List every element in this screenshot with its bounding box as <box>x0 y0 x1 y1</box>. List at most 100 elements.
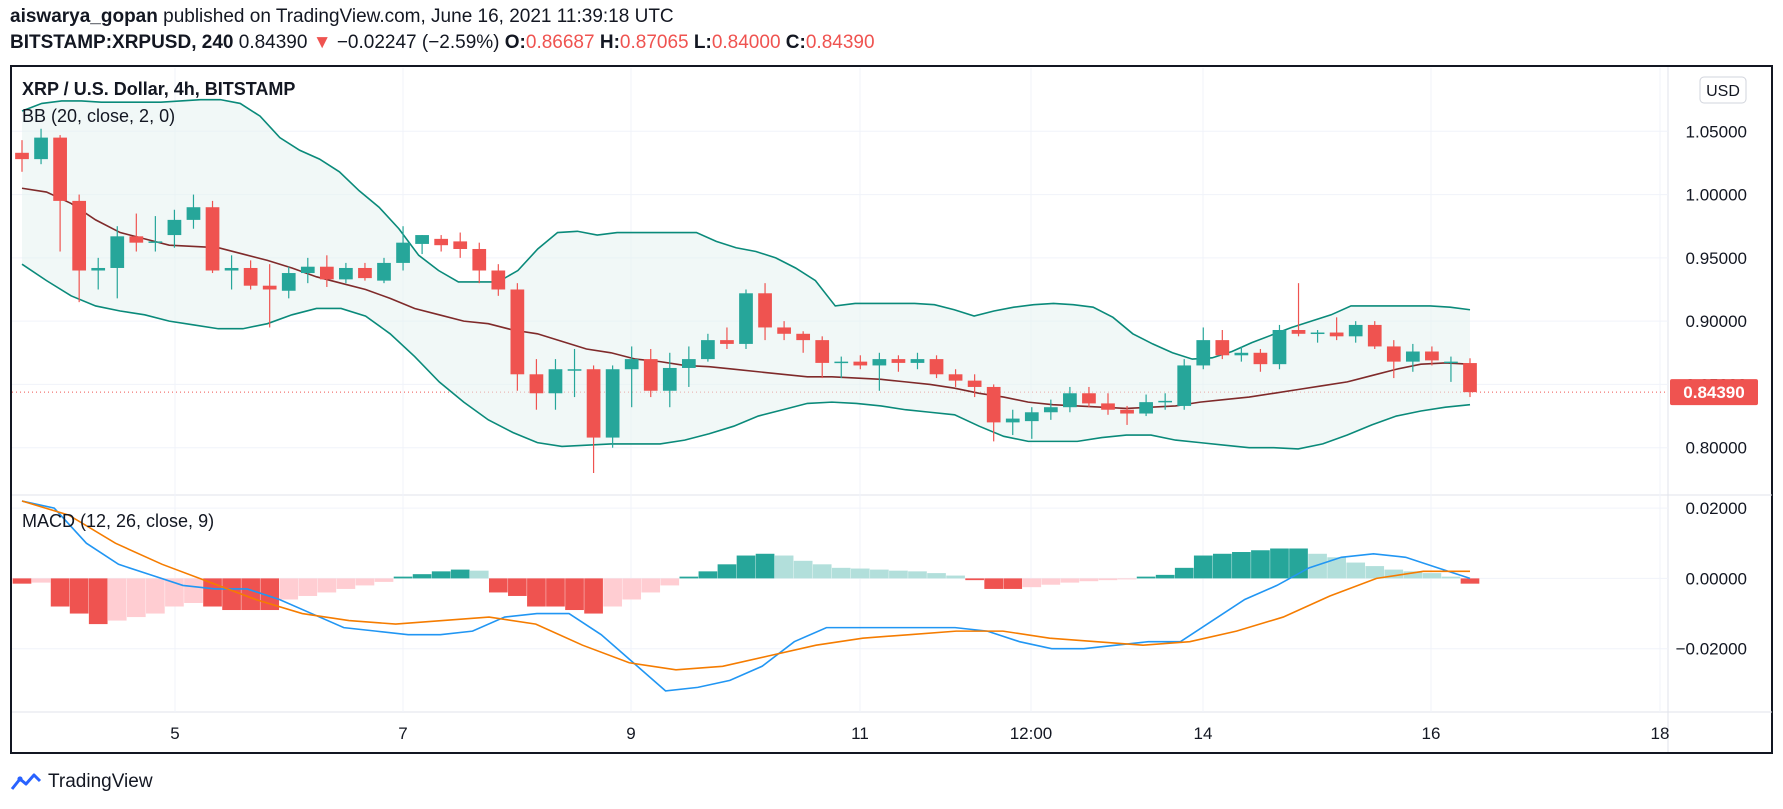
candle-down <box>529 359 544 410</box>
candle-up <box>1310 329 1325 343</box>
macd-histogram-bar <box>755 553 775 579</box>
x-tick-label: 7 <box>398 724 407 743</box>
candle-down <box>1386 340 1401 379</box>
macd-histogram-bar <box>431 571 451 579</box>
macd-histogram-bar <box>850 568 870 579</box>
candle-down <box>510 283 525 391</box>
candle-down <box>986 384 1001 442</box>
candle-down <box>1215 329 1230 360</box>
candle-body <box>453 241 468 249</box>
x-tick-label: 9 <box>626 724 635 743</box>
candle-body <box>434 238 449 246</box>
macd-histogram-bar <box>984 578 1004 589</box>
macd-histogram-bar <box>469 570 489 579</box>
candle-body <box>529 374 544 394</box>
last-price: 0.84390 <box>238 32 308 53</box>
candle-up <box>1063 386 1077 413</box>
macd-histogram-bar <box>1079 578 1099 582</box>
macd-histogram-bar <box>965 578 984 581</box>
change-down-icon: ▼ <box>312 32 332 53</box>
bb-indicator-label[interactable]: BB (20, close, 2, 0) <box>22 106 175 126</box>
candle-body <box>1158 400 1173 403</box>
chart-frame <box>10 65 1773 754</box>
macd-histogram-bar <box>831 567 851 579</box>
macd-histogram-bar <box>1060 578 1080 583</box>
macd-histogram-bar <box>927 573 946 579</box>
macd-histogram-bar <box>870 569 889 579</box>
candle-body <box>624 359 639 370</box>
candle-down <box>129 213 144 252</box>
brand-name[interactable]: TradingView <box>48 771 153 792</box>
candle-up <box>624 346 639 408</box>
low-label: L: <box>693 32 712 53</box>
macd-y-tick-label: 0.00000 <box>1686 569 1747 588</box>
currency-badge: USD <box>1706 83 1740 100</box>
candle-up <box>739 289 753 349</box>
candle-down <box>1253 348 1268 372</box>
macd-histogram-bar <box>812 564 832 579</box>
macd-histogram-bar <box>1117 578 1137 580</box>
candle-down <box>358 262 372 281</box>
candle-body <box>1444 361 1458 364</box>
candle-body <box>796 333 811 341</box>
candle-body <box>948 374 963 381</box>
macd-histogram-bar <box>946 575 965 579</box>
macd-histogram-bar <box>184 578 203 603</box>
candle-body <box>243 267 258 286</box>
candle-body <box>1234 352 1249 356</box>
candle-up <box>377 257 391 284</box>
candle-body <box>472 248 487 271</box>
macd-histogram-bar <box>107 578 127 621</box>
candle-up <box>34 128 48 165</box>
candle-up <box>662 352 677 408</box>
macd-histogram-bar <box>1174 567 1194 579</box>
candle-up <box>300 257 315 284</box>
candle-body <box>15 152 29 160</box>
macd-histogram-bar <box>1308 553 1327 579</box>
candle-body <box>1425 351 1439 361</box>
x-tick-label: 5 <box>170 724 179 743</box>
macd-y-tick-label: −0.02000 <box>1676 640 1747 659</box>
candlestick-series <box>15 128 1477 474</box>
candle-body <box>1177 365 1192 406</box>
macd-histogram-bar <box>698 571 718 579</box>
candle-up <box>415 235 429 255</box>
tradingview-logo-icon[interactable] <box>10 772 42 792</box>
currency-badge-box[interactable] <box>1699 76 1747 104</box>
candle-body <box>415 235 429 244</box>
candle-body <box>129 236 144 243</box>
candle-body <box>167 219 182 236</box>
candle-down <box>815 336 830 379</box>
macd-histogram-bar <box>165 578 184 607</box>
macd-histogram-bar <box>1441 576 1461 579</box>
candle-down <box>967 374 982 398</box>
last-price-label: 0.84390 <box>1683 383 1744 402</box>
candle-body <box>967 380 982 387</box>
candle-body <box>377 262 391 281</box>
high-label: H: <box>599 32 620 53</box>
author-name[interactable]: aiswarya_gopan <box>10 6 158 27</box>
macd-indicator-label[interactable]: MACD (12, 26, close, 9) <box>22 511 214 531</box>
macd-histogram-bar <box>660 578 680 586</box>
candle-up <box>1196 327 1211 370</box>
candle-body <box>1024 412 1039 422</box>
y-tick-label: 0.80000 <box>1686 439 1747 458</box>
candle-up <box>548 359 563 410</box>
candle-body <box>1082 393 1096 404</box>
macd-histogram-bar <box>603 578 622 607</box>
candle-up <box>396 226 410 271</box>
bb-basis-line <box>21 187 1471 410</box>
candle-body <box>262 285 277 290</box>
bb-lower-line <box>21 263 1471 450</box>
candle-down <box>1101 393 1115 415</box>
candle-body <box>72 200 87 271</box>
candle-down <box>777 321 791 341</box>
macd-histogram-bar <box>622 578 642 600</box>
candle-body <box>358 267 372 279</box>
candle-body <box>91 267 106 271</box>
candle-body <box>1405 351 1420 362</box>
symbol-ohlc-line: BITSTAMP:XRPUSD, 240 0.84390 ▼ −0.02247 … <box>10 32 875 54</box>
candle-body <box>1120 409 1134 414</box>
candle-body <box>986 386 1001 423</box>
